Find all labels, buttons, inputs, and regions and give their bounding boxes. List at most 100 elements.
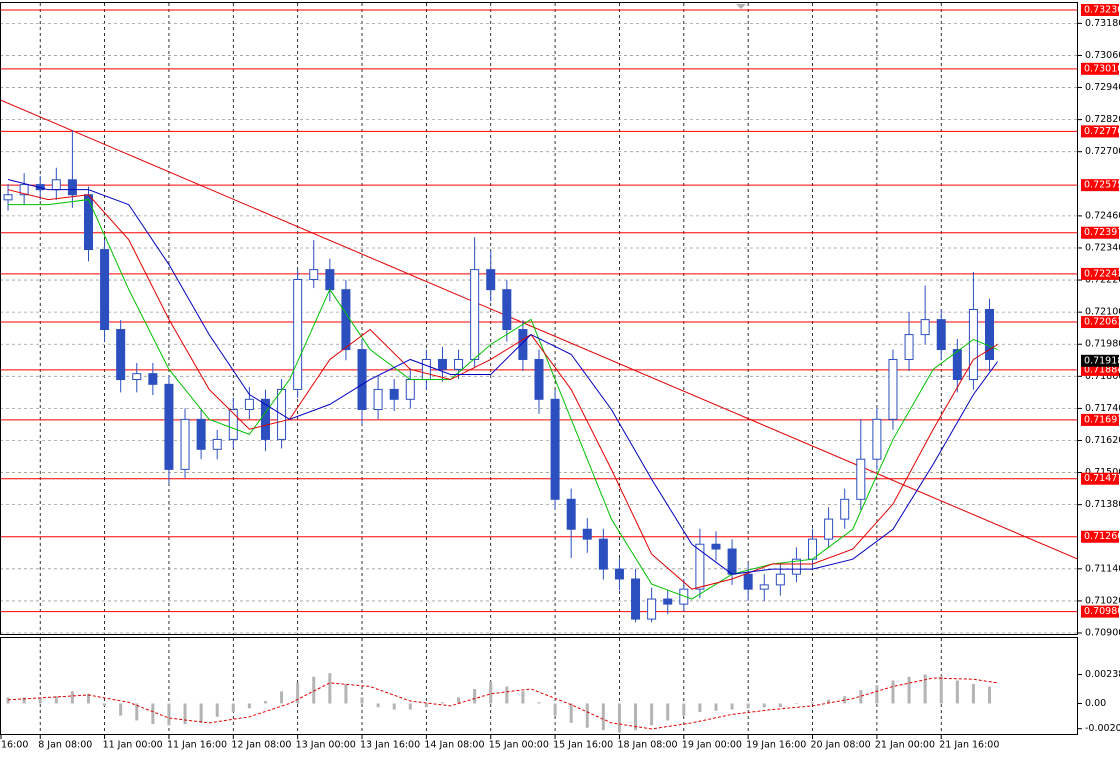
candle-body [405, 379, 415, 400]
x-tick-label: 20 Jan 08:00 [811, 740, 871, 751]
level-label-box [1081, 125, 1119, 138]
osc-signal [8, 677, 998, 730]
candle-body [952, 349, 962, 381]
axes: 16:00 8 Jan 08:00 11 Jan 00:00 11 Jan 16:00… [0, 4, 1120, 751]
main-plot [0, 9, 1078, 623]
osc-bar [955, 680, 959, 704]
level-label-box [1081, 605, 1119, 618]
candle-body [67, 179, 77, 196]
osc-bar [907, 676, 911, 704]
osc-bar [151, 703, 155, 725]
x-tick-label: 8 Jan 08:00 [38, 740, 92, 751]
osc-bar [505, 686, 509, 704]
osc-bar [312, 676, 316, 704]
osc-bar [328, 673, 332, 704]
candle-body [808, 538, 818, 560]
level-label-box [1081, 62, 1119, 75]
osc-bar [843, 696, 847, 704]
candle-body [51, 179, 61, 191]
candle-body [228, 408, 238, 440]
osc-bar [746, 703, 750, 709]
candle-body [791, 558, 801, 575]
osc-bar [199, 703, 203, 723]
candle-body [566, 498, 576, 530]
osc-bar [553, 703, 557, 716]
osc-grid [39, 638, 942, 735]
candle-body [244, 398, 254, 410]
osc-bar [70, 691, 74, 704]
candle-body [663, 598, 673, 605]
candle-body [100, 249, 110, 331]
osc-bar [247, 703, 251, 709]
level-label: 0.71697 [1084, 414, 1120, 425]
candle-body [164, 383, 174, 470]
x-tick-label: 19 Jan 00:00 [682, 740, 742, 751]
candle-body [759, 584, 769, 590]
osc-frame [0, 637, 1078, 735]
osc-bar [54, 696, 58, 704]
osc-bar [762, 703, 766, 708]
x-tick-label: 21 Jan 16:00 [939, 740, 999, 751]
level-label: 0.71477 [1084, 473, 1120, 484]
osc-bar [376, 703, 380, 708]
osc-bar [827, 699, 831, 704]
osc-bar [183, 703, 187, 725]
level-label-box [1081, 363, 1119, 376]
level-label-box [1081, 267, 1119, 280]
osc-bar [489, 681, 493, 704]
osc-plot [6, 673, 998, 733]
current-price-box [1081, 354, 1119, 367]
level-label: 0.71260 [1084, 531, 1120, 542]
osc-bar [280, 691, 284, 704]
osc-bar [296, 682, 300, 704]
osc-bar [794, 703, 798, 704]
x-tick-label: 11 Jan 00:00 [103, 740, 163, 751]
x-tick-label: 12 Jan 08:00 [231, 740, 291, 751]
osc-bar [778, 703, 782, 708]
osc-bar [714, 703, 718, 711]
candle-body [325, 269, 335, 291]
candle-body [357, 349, 367, 410]
candle-body [518, 329, 528, 360]
osc-bar [730, 703, 734, 710]
candle-body [470, 269, 480, 360]
osc-y-tick-label: -0.00208 [1085, 723, 1120, 734]
candle-body [83, 194, 93, 251]
candle-body [695, 543, 705, 590]
candle-body [3, 194, 13, 201]
osc-bar [923, 674, 927, 704]
level-label: 0.72397 [1084, 227, 1120, 238]
osc-bar [440, 702, 444, 704]
osc-bar [22, 697, 26, 704]
osc-bar [103, 703, 107, 706]
candle-body [389, 388, 399, 400]
candle-body [212, 438, 222, 450]
osc-bar [424, 703, 428, 708]
level-label: 0.73010 [1084, 63, 1120, 74]
x-tick-label: 16:00 [1, 740, 28, 751]
candle-body [775, 573, 785, 586]
osc-bar [698, 703, 702, 712]
level-label: 0.72243 [1084, 268, 1120, 279]
shift-marker [736, 4, 746, 9]
level-label: 0.72776 [1084, 126, 1120, 137]
osc-y-tick-label: 0.00 [1085, 698, 1106, 709]
osc-bar [473, 688, 477, 704]
osc-bar [811, 702, 815, 704]
candle-body [502, 289, 512, 331]
osc-bar [6, 697, 10, 704]
candle-body [598, 538, 608, 570]
osc-bar [167, 703, 171, 726]
osc-bar [666, 703, 670, 721]
osc-bar [859, 690, 863, 704]
candle-body [486, 269, 496, 291]
